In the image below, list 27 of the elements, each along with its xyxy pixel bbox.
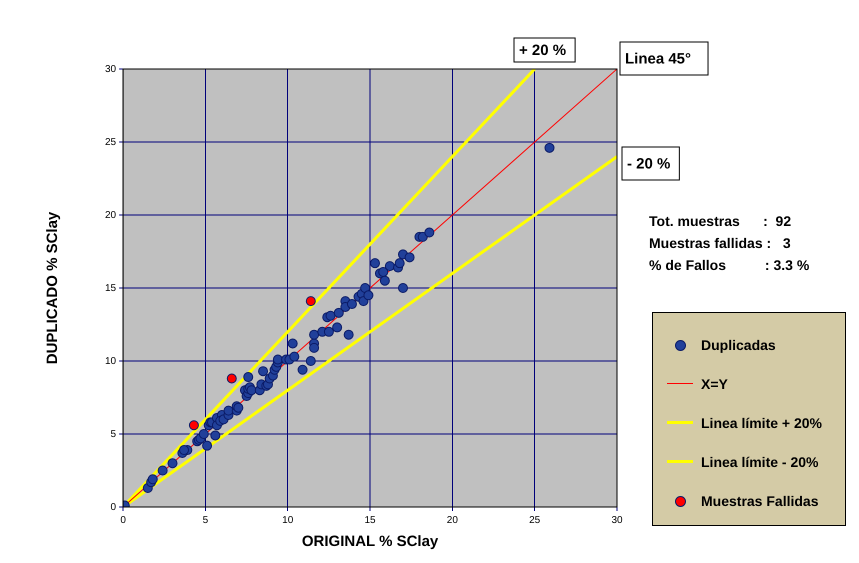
x-tick-label: 0 xyxy=(120,514,126,526)
x-tick-label: 15 xyxy=(364,514,376,526)
x-axis-title: ORIGINAL % SClay xyxy=(302,533,439,550)
legend-label: Linea límite + 20% xyxy=(701,414,822,430)
y-tick-label: 20 xyxy=(105,210,117,221)
legend-label: Linea límite - 20% xyxy=(701,454,818,470)
text: Tot. muestras : 92 xyxy=(649,212,792,229)
x-tick-label: 25 xyxy=(529,514,541,526)
x-tick-label: 20 xyxy=(446,514,458,526)
y-tick-label: 5 xyxy=(110,428,117,440)
text: % de Fallos : 3.3 % xyxy=(649,256,810,273)
text: - 20 % xyxy=(627,156,670,173)
y-tick-label: 15 xyxy=(105,282,117,294)
legend-label: Muestras Fallidas xyxy=(701,492,818,508)
x-tick-label: 30 xyxy=(611,514,623,526)
x-tick-label: 5 xyxy=(202,514,209,526)
text: Linea 45° xyxy=(625,50,692,68)
text: + 20 % xyxy=(519,42,566,60)
y-tick-label: 10 xyxy=(105,356,117,367)
y-tick-label: 0 xyxy=(110,502,117,513)
x-tick-label: 10 xyxy=(282,514,294,526)
y-axis-title: DUPLICADO % SClay xyxy=(44,211,62,364)
text: Muestras fallidas : 3 xyxy=(649,234,791,251)
y-tick-label: 30 xyxy=(105,64,117,75)
legend-label: X=Y xyxy=(701,376,728,392)
y-tick-label: 25 xyxy=(105,136,117,148)
legend-label: Duplicadas xyxy=(701,336,776,352)
